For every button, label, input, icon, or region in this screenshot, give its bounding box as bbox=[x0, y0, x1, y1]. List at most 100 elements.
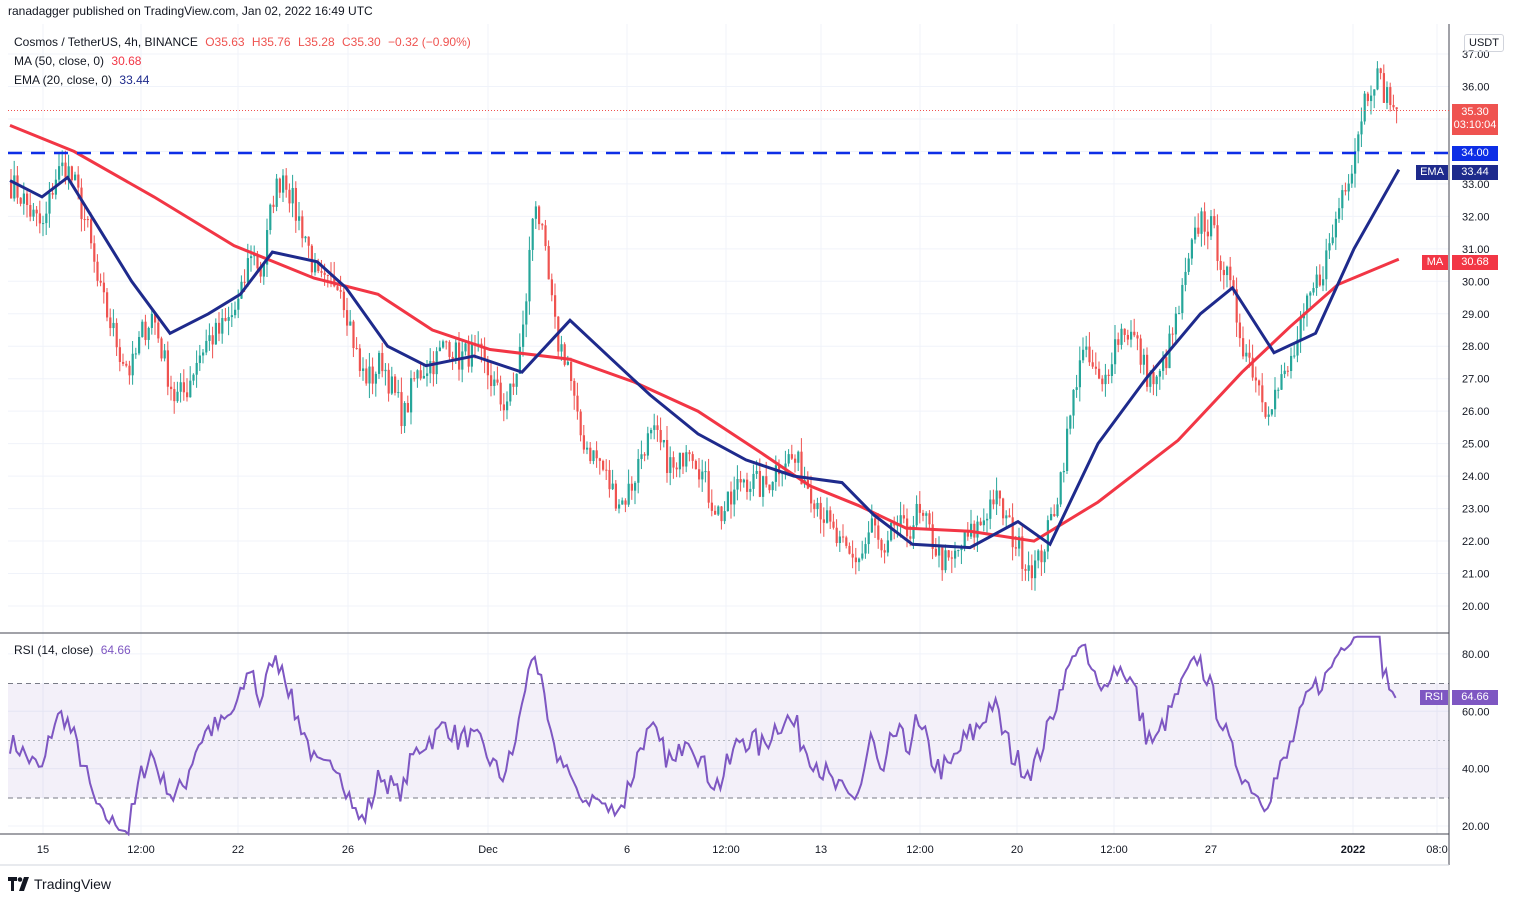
price-axis-labels: 37.0036.0035.0034.0033.0032.0031.0030.00… bbox=[1462, 49, 1490, 613]
candle-body bbox=[832, 521, 835, 528]
candle-body bbox=[1126, 334, 1129, 340]
candle-body bbox=[1037, 550, 1040, 561]
time-tick-label: 08:0 bbox=[1426, 844, 1447, 856]
candle-body bbox=[67, 166, 70, 178]
candle-body bbox=[1178, 313, 1181, 315]
ma-legend-label: MA (50, close, 0) bbox=[14, 54, 105, 68]
candle-body bbox=[195, 362, 198, 375]
candle-body bbox=[339, 290, 342, 292]
candle-body bbox=[1040, 550, 1043, 563]
candle-body bbox=[397, 392, 400, 394]
candle-body bbox=[765, 476, 768, 485]
candle-body bbox=[272, 204, 275, 207]
candle-body bbox=[515, 373, 518, 387]
candle-body bbox=[1354, 151, 1357, 174]
candle-body bbox=[560, 344, 563, 352]
rsi-legend[interactable]: RSI (14, close) 64.66 bbox=[14, 643, 135, 657]
candle-body bbox=[656, 425, 659, 430]
candle-body bbox=[707, 471, 710, 503]
price-tick-label: 26.00 bbox=[1462, 406, 1490, 418]
rsi-legend-label: RSI (14, close) bbox=[14, 643, 94, 657]
ema20-line bbox=[9, 168, 1401, 550]
candle-body bbox=[179, 382, 182, 392]
candle-body bbox=[1293, 355, 1296, 357]
candle-body bbox=[1085, 346, 1088, 350]
candle-body bbox=[70, 166, 73, 181]
candle-body bbox=[1120, 328, 1123, 345]
candle-body bbox=[710, 502, 713, 511]
candle-body bbox=[624, 500, 627, 505]
candle-body bbox=[1158, 370, 1161, 377]
candle-body bbox=[522, 324, 525, 347]
candle-body bbox=[1098, 368, 1101, 379]
candle-body bbox=[643, 454, 646, 456]
candle-body bbox=[1165, 357, 1168, 369]
candle-body bbox=[621, 500, 624, 505]
tradingview-logo-icon bbox=[8, 877, 29, 891]
candle-body bbox=[538, 206, 541, 225]
candle-body bbox=[902, 515, 905, 519]
candle-body bbox=[32, 209, 35, 217]
candle-body bbox=[102, 282, 105, 293]
candle-body bbox=[774, 465, 777, 482]
rsi-line bbox=[9, 635, 1397, 837]
candle-body bbox=[1306, 295, 1309, 313]
candle-body bbox=[336, 286, 339, 291]
candle-body bbox=[1254, 377, 1257, 381]
currency-badge[interactable]: USDT bbox=[1464, 34, 1504, 52]
candle-body bbox=[384, 369, 387, 372]
ema-legend[interactable]: EMA (20, close, 0) 33.44 bbox=[14, 73, 153, 87]
tradingview-footer[interactable]: TradingView bbox=[8, 876, 111, 892]
candle-body bbox=[90, 219, 93, 244]
candle-body bbox=[208, 335, 211, 341]
candle-body bbox=[928, 513, 931, 525]
candle-body bbox=[1386, 87, 1389, 103]
time-tick-label: 12:00 bbox=[127, 844, 155, 856]
candle-body bbox=[96, 261, 99, 281]
candle-body bbox=[531, 218, 534, 250]
candle-body bbox=[1274, 389, 1277, 410]
symbol-title[interactable]: Cosmos / TetherUS, 4h, BINANCE bbox=[14, 35, 198, 49]
candle-body bbox=[1222, 269, 1225, 276]
candle-body bbox=[938, 546, 941, 556]
candle-body bbox=[317, 262, 320, 272]
symbol-legend: Cosmos / TetherUS, 4h, BINANCE O35.63 H3… bbox=[14, 35, 475, 49]
candle-body bbox=[944, 550, 947, 571]
candle-body bbox=[458, 342, 461, 370]
candle-body bbox=[579, 411, 582, 436]
candle-body bbox=[403, 403, 406, 427]
candle-body bbox=[582, 435, 585, 450]
rsi-tick-label: 40.00 bbox=[1462, 764, 1490, 776]
time-axis-labels: 15 12:00 22 26 Dec 6 12:00 13 12:00 20 12:00 27 2022… bbox=[37, 844, 1448, 856]
candle-body bbox=[976, 521, 979, 538]
candle-body bbox=[1155, 376, 1158, 385]
time-tick-label: 12:00 bbox=[712, 844, 740, 856]
candle-body bbox=[259, 268, 262, 277]
ma-legend[interactable]: MA (50, close, 0) 30.68 bbox=[14, 54, 145, 68]
candle-body bbox=[826, 510, 829, 523]
candle-body bbox=[1069, 415, 1072, 429]
candle-body bbox=[547, 246, 550, 280]
candle-body bbox=[771, 481, 774, 491]
candle-body bbox=[752, 473, 755, 489]
candle-body bbox=[128, 365, 131, 376]
candle-body bbox=[1315, 274, 1318, 289]
candle-body bbox=[61, 162, 64, 167]
candle-body bbox=[995, 490, 998, 505]
candle-body bbox=[509, 383, 512, 402]
candle-body bbox=[464, 343, 467, 352]
candle-body bbox=[406, 403, 409, 413]
candle-body bbox=[966, 531, 969, 537]
candle-body bbox=[1379, 68, 1382, 74]
candle-body bbox=[314, 262, 317, 273]
candle-body bbox=[211, 335, 214, 345]
published-caption: ranadagger published on TradingView.com,… bbox=[8, 4, 373, 18]
candle-body bbox=[563, 344, 566, 365]
candle-body bbox=[685, 452, 688, 467]
candle-body bbox=[419, 370, 422, 379]
candle-body bbox=[486, 359, 489, 376]
candle-body bbox=[947, 550, 950, 558]
candle-body bbox=[451, 356, 454, 361]
candle-body bbox=[278, 178, 281, 193]
